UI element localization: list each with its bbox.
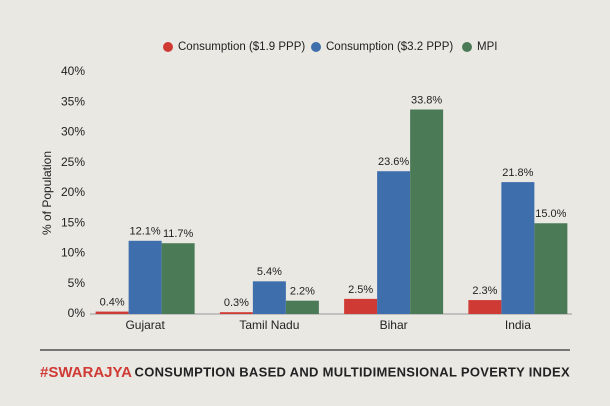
y-tick-label: 5% <box>68 276 86 290</box>
bar <box>534 223 568 314</box>
y-tick-label: 35% <box>61 94 85 108</box>
y-tick-label: 40% <box>61 64 85 78</box>
bar <box>344 298 378 314</box>
bar <box>128 240 162 314</box>
y-axis-title: % of Population <box>40 151 54 235</box>
value-label: 11.7% <box>163 228 194 240</box>
bar <box>285 300 319 314</box>
x-tick-label: Gujarat <box>125 318 165 332</box>
y-tick-label: 0% <box>68 306 86 320</box>
y-tick-label: 20% <box>61 185 85 199</box>
bar <box>501 182 535 314</box>
brand: #SWARAJYA <box>40 364 132 381</box>
value-label: 12.1% <box>130 226 161 238</box>
x-tick-label: India <box>505 318 531 332</box>
y-tick-label: 30% <box>61 125 85 139</box>
value-label: 33.8% <box>411 94 442 106</box>
value-label: 21.8% <box>502 167 533 179</box>
value-label: 15.0% <box>535 208 566 220</box>
bar <box>219 312 253 314</box>
value-label: 0.3% <box>224 297 249 309</box>
value-label: 2.3% <box>472 285 497 297</box>
x-tick-label: Bihar <box>380 318 408 332</box>
legend-marker <box>311 42 321 52</box>
legend-marker <box>163 42 173 52</box>
value-label: 23.6% <box>378 156 409 168</box>
bar <box>377 171 411 314</box>
legend-label: Consumption ($1.9 PPP) <box>178 41 305 53</box>
legend-label: MPI <box>477 41 497 53</box>
value-label: 0.4% <box>100 296 125 308</box>
x-tick-label: Tamil Nadu <box>239 318 299 332</box>
bar <box>252 281 286 314</box>
legend-label: Consumption ($3.2 PPP) <box>326 41 453 53</box>
y-tick-label: 10% <box>61 246 85 260</box>
chart-title: CONSUMPTION BASED AND MULTIDIMENSIONAL P… <box>135 364 571 379</box>
value-label: 2.2% <box>290 286 315 298</box>
bar <box>410 109 444 314</box>
value-label: 5.4% <box>257 266 282 278</box>
bar <box>95 311 129 314</box>
bar <box>468 300 502 314</box>
bar <box>161 243 195 314</box>
legend-marker <box>462 42 472 52</box>
y-tick-label: 25% <box>61 155 85 169</box>
value-label: 2.5% <box>348 284 373 296</box>
y-tick-label: 15% <box>61 215 85 229</box>
